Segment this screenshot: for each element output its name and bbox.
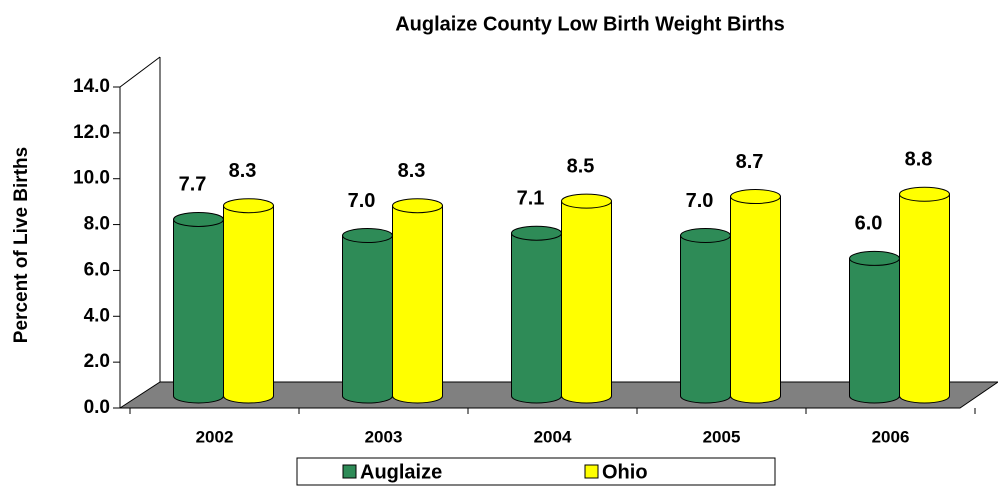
- y-tick-label: 6.0: [84, 259, 110, 280]
- y-axis-label: Percent of Live Births: [11, 147, 32, 343]
- bar-top: [511, 225, 562, 241]
- value-label: 7.0: [348, 190, 376, 212]
- bar: [680, 235, 731, 404]
- x-tick-label: 2006: [872, 427, 910, 446]
- bar-top: [899, 186, 950, 202]
- bar-top: [680, 228, 731, 243]
- bar: [511, 232, 562, 404]
- y-tick-label: 8.0: [84, 214, 110, 235]
- legend-swatch: [584, 464, 599, 479]
- legend-label: Auglaize: [360, 461, 442, 483]
- legend-swatch: [342, 464, 357, 479]
- value-label: 8.7: [736, 151, 764, 173]
- y-tick-label: 10.0: [73, 168, 110, 189]
- bar: [223, 205, 274, 404]
- x-tick-label: 2004: [534, 427, 572, 446]
- x-tick-label: 2002: [196, 427, 234, 446]
- bar: [392, 205, 443, 404]
- x-tick-label: 2003: [365, 427, 403, 446]
- bar-top: [173, 211, 224, 227]
- value-label: 8.8: [905, 149, 933, 171]
- chart-title: Auglaize County Low Birth Weight Births: [395, 13, 785, 35]
- y-tick-label: 14.0: [73, 76, 110, 97]
- value-label: 7.1: [517, 187, 545, 209]
- bar-top: [223, 198, 274, 214]
- legend-label: Ohio: [602, 461, 648, 483]
- y-tick-label: 0.0: [84, 397, 110, 418]
- value-label: 8.3: [398, 160, 426, 182]
- bar-top: [730, 189, 781, 205]
- wall-top-edge: [119, 56, 161, 88]
- value-label: 8.5: [567, 155, 595, 177]
- y-tick-label: 2.0: [84, 351, 110, 372]
- bar-top: [342, 228, 393, 243]
- legend: [296, 457, 776, 486]
- y-tick-label: 4.0: [84, 305, 110, 326]
- bar: [173, 218, 224, 404]
- bar: [730, 196, 781, 404]
- bar: [561, 200, 612, 404]
- bar: [899, 193, 950, 404]
- value-label: 6.0: [855, 213, 883, 235]
- y-tick-label: 12.0: [73, 122, 110, 143]
- bar-top: [561, 193, 612, 209]
- bar: [849, 257, 900, 404]
- value-label: 8.3: [229, 160, 257, 182]
- bar: [342, 235, 393, 404]
- bar-top: [849, 250, 900, 266]
- value-label: 7.0: [686, 190, 714, 212]
- value-label: 7.7: [179, 174, 207, 196]
- x-tick-label: 2005: [703, 427, 741, 446]
- bar-top: [392, 198, 443, 214]
